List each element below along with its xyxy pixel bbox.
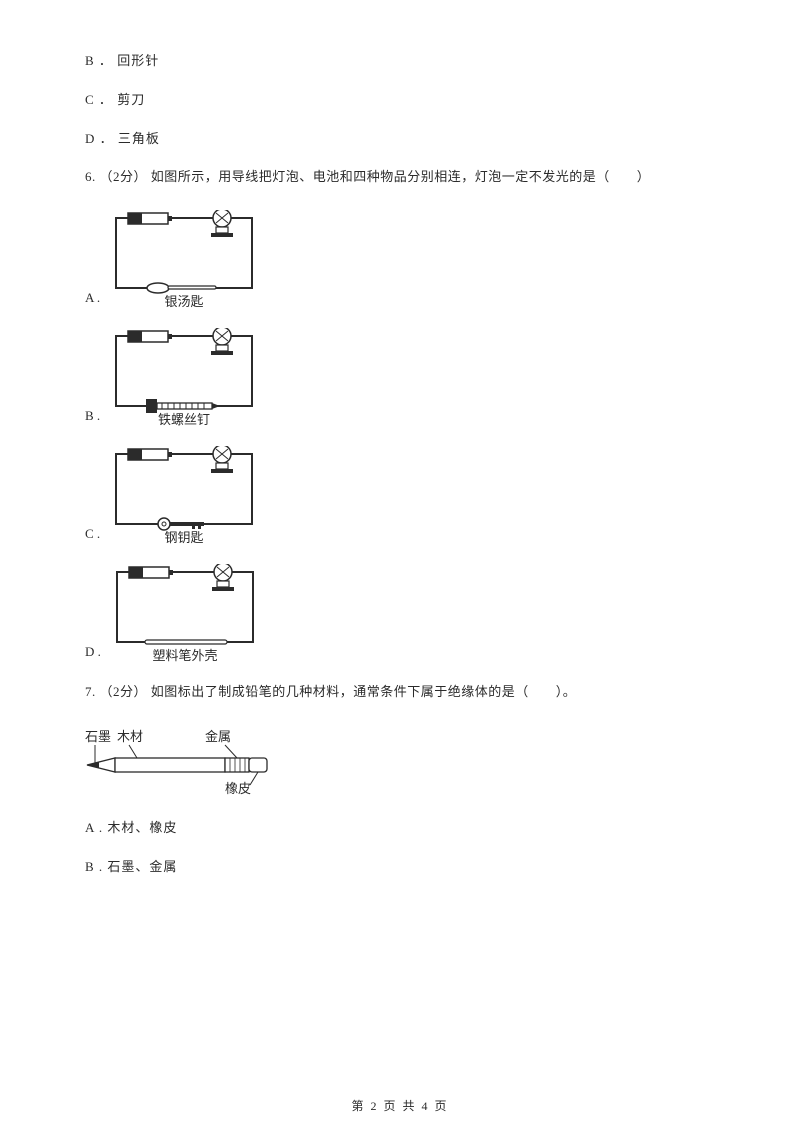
circuit-iron-screw: 铁螺丝钉 bbox=[110, 328, 258, 428]
option-text: 三角板 bbox=[118, 131, 160, 146]
q7-number: 7. bbox=[85, 684, 96, 699]
q6-choice-c: C . 钢钥匙 bbox=[85, 446, 715, 546]
q6-choice-b: B . 铁螺丝钉 bbox=[85, 328, 715, 428]
choice-text: 石墨、金属 bbox=[107, 859, 177, 874]
label-rubber: 橡皮 bbox=[225, 781, 251, 795]
circuit-silver-spoon: 银汤匙 bbox=[110, 210, 258, 310]
choice-letter: A . bbox=[85, 820, 103, 835]
page-container: B ． 回形针 C ． 剪刀 D ． 三角板 6. （2分） 如图所示，用导线把… bbox=[0, 0, 800, 1132]
q7-text: 如图标出了制成铅笔的几种材料，通常条件下属于绝缘体的是（ ）。 bbox=[151, 684, 577, 699]
option-sep: ． bbox=[99, 53, 113, 68]
choice-letter: D . bbox=[85, 644, 101, 664]
option-letter: D bbox=[85, 131, 95, 146]
label-graphite: 石墨 bbox=[85, 729, 111, 744]
label-metal: 金属 bbox=[205, 729, 231, 744]
option-letter: B bbox=[85, 53, 95, 68]
label-wood: 木材 bbox=[117, 729, 143, 744]
q6-points: （2分） bbox=[100, 169, 148, 184]
question-6: 6. （2分） 如图所示，用导线把灯泡、电池和四种物品分别相连，灯泡一定不发光的… bbox=[85, 167, 715, 188]
q6-choice-d: D . 塑料笔外壳 bbox=[85, 564, 715, 664]
footer-text: 第 2 页 共 4 页 bbox=[351, 1099, 448, 1113]
circuit-steel-key: 钢钥匙 bbox=[110, 446, 258, 546]
question-7: 7. （2分） 如图标出了制成铅笔的几种材料，通常条件下属于绝缘体的是（ ）。 bbox=[85, 682, 715, 703]
circuit-caption: 银汤匙 bbox=[165, 294, 204, 309]
choice-letter: B . bbox=[85, 408, 100, 428]
choice-letter: C . bbox=[85, 526, 100, 546]
q6-number: 6. bbox=[85, 169, 96, 184]
option-sep: ． bbox=[99, 92, 113, 107]
circuit-caption: 塑料笔外壳 bbox=[152, 648, 217, 663]
choice-letter: B . bbox=[85, 859, 103, 874]
pencil-diagram: 石墨 木材 金属 橡皮 bbox=[85, 725, 285, 795]
option-text: 回形针 bbox=[117, 53, 159, 68]
q7-choice-b: B . 石墨、金属 bbox=[85, 856, 715, 875]
option-d: D ． 三角板 bbox=[85, 128, 715, 147]
option-letter: C bbox=[85, 92, 95, 107]
choice-letter: A . bbox=[85, 290, 100, 310]
option-b: B ． 回形针 bbox=[85, 50, 715, 69]
q6-text: 如图所示，用导线把灯泡、电池和四种物品分别相连，灯泡一定不发光的是（ ） bbox=[151, 169, 651, 184]
choice-text: 木材、橡皮 bbox=[107, 820, 177, 835]
circuit-plastic-pen: 塑料笔外壳 bbox=[111, 564, 259, 664]
q7-points: （2分） bbox=[100, 684, 148, 699]
q7-choice-a: A . 木材、橡皮 bbox=[85, 817, 715, 836]
circuit-caption: 铁螺丝钉 bbox=[158, 412, 210, 427]
option-c: C ． 剪刀 bbox=[85, 89, 715, 108]
option-sep: ． bbox=[100, 131, 114, 146]
option-text: 剪刀 bbox=[117, 92, 145, 107]
page-footer: 第 2 页 共 4 页 bbox=[0, 1097, 800, 1114]
q6-choice-a: A . 银汤匙 bbox=[85, 210, 715, 310]
circuit-caption: 钢钥匙 bbox=[165, 530, 204, 545]
